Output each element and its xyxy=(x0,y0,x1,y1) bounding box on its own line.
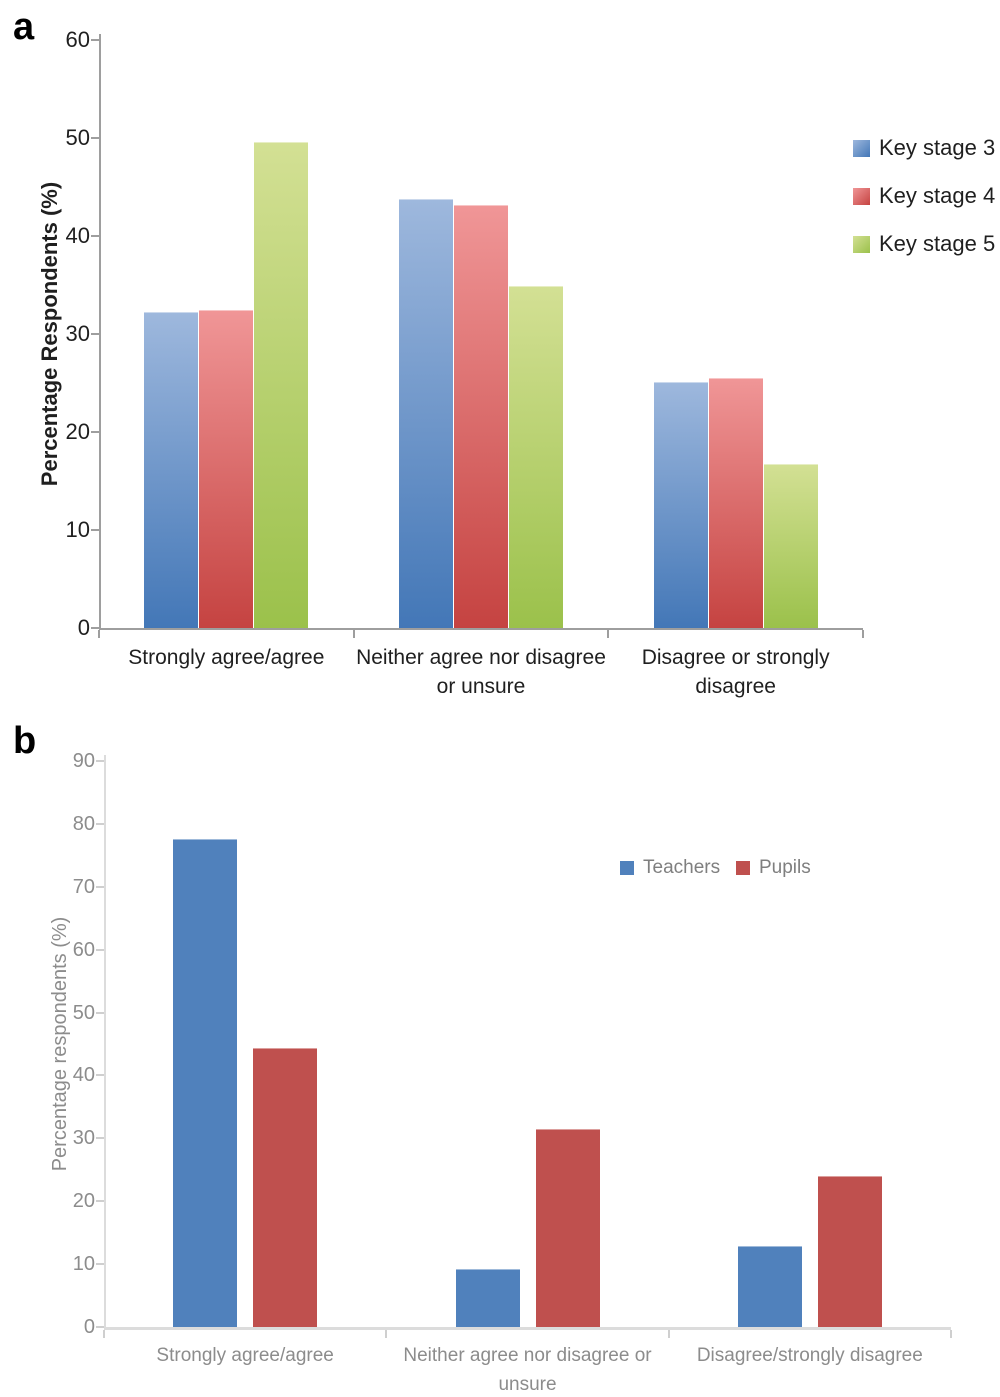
x-axis-line xyxy=(104,1327,951,1330)
y-axis-tick-label: 20 xyxy=(72,1190,95,1213)
legend-item-key-stage-5: Key stage 5 xyxy=(853,220,995,268)
panel-a-label: a xyxy=(13,6,35,48)
bar-key-stage-3-strongly-agree-agree xyxy=(144,312,199,628)
panel-b-label: b xyxy=(13,720,37,762)
legend-swatch-key-stage-4 xyxy=(853,187,870,205)
y-axis-tick-label: 70 xyxy=(72,875,95,898)
x-axis-tick xyxy=(950,1330,952,1338)
y-axis-tick-label: 40 xyxy=(65,223,90,248)
bar-key-stage-4-disagree-or-strongly xyxy=(708,378,763,628)
bar-teachers-disagree-strongly-disagree xyxy=(737,1245,802,1327)
bar-pupils-strongly-agree-agree xyxy=(253,1047,318,1327)
legend-item-key-stage-3: Key stage 3 xyxy=(853,124,995,172)
legend-label-pupils: Pupils xyxy=(759,857,811,878)
y-axis-tick-label: 90 xyxy=(72,750,95,772)
y-axis-tick-label: 60 xyxy=(65,27,90,52)
y-axis-tick xyxy=(96,1137,104,1140)
y-axis-tick-label: 30 xyxy=(72,1127,95,1150)
y-axis-tick-label: 20 xyxy=(65,419,90,444)
bar-teachers-neither-agree-nor-disagree-or xyxy=(455,1268,520,1327)
y-axis-tick-label: 50 xyxy=(65,125,90,150)
y-axis-tick xyxy=(96,822,104,825)
x-axis-tick xyxy=(385,1330,388,1338)
legend-swatch-teachers xyxy=(620,861,634,875)
y-axis-tick xyxy=(96,760,104,762)
legend-label-key-stage-3: Key stage 3 xyxy=(879,135,996,160)
y-axis-tick xyxy=(91,333,99,335)
x-axis-tick xyxy=(352,630,355,638)
legend-item-pupils: Pupils xyxy=(736,855,811,881)
y-axis-line xyxy=(99,34,101,630)
x-axis-tick xyxy=(607,630,610,638)
y-axis-tick-label: 10 xyxy=(72,1253,95,1276)
bar-key-stage-5-disagree-or-strongly xyxy=(763,464,818,628)
y-axis-tick xyxy=(91,431,99,433)
y-axis-tick-label: 50 xyxy=(72,1001,95,1024)
y-axis-tick-label: 30 xyxy=(65,321,90,346)
y-axis-tick-label: 0 xyxy=(77,615,90,640)
y-axis-tick xyxy=(96,1263,104,1266)
x-category-label: Disagree/strongly disagree xyxy=(696,1345,923,1366)
bar-key-stage-4-neither-agree-nor-disagree xyxy=(454,204,508,628)
y-axis-tick-label: 60 xyxy=(72,938,95,961)
legend-item-key-stage-4: Key stage 4 xyxy=(853,172,995,220)
chart-panel-b: b Percentage respondents (%) 0 10 20 30 40 50… xyxy=(0,712,1000,1397)
legend-swatch-key-stage-3 xyxy=(853,139,870,157)
x-axis-tick xyxy=(98,630,100,638)
chart-b-y-axis-title: Percentage respondents (%) xyxy=(49,916,71,1172)
legend-label-teachers: Teachers xyxy=(643,857,721,878)
x-category-label: Neither agree nor disagree or unsure xyxy=(356,646,606,699)
legend-item-teachers: Teachers xyxy=(620,855,720,881)
chart-panel-a: a Percentage Respondents (%) 0 10 20 30 40 50… xyxy=(13,6,995,699)
y-axis-tick xyxy=(91,39,99,41)
x-category-label: Disagree or strongly disagree xyxy=(641,646,830,699)
legend-swatch-key-stage-5 xyxy=(853,235,870,253)
bar-key-stage-4-strongly-agree-agree xyxy=(199,309,254,628)
y-axis-tick xyxy=(91,137,99,139)
x-category-label: Strongly agree/agree xyxy=(156,1345,334,1366)
y-axis-tick xyxy=(96,1326,104,1328)
bar-teachers-strongly-agree-agree xyxy=(173,838,238,1327)
x-axis-tick xyxy=(103,1330,105,1338)
bar-key-stage-3-neither-agree-nor-disagree xyxy=(399,198,453,628)
y-axis-tick xyxy=(91,627,99,629)
x-axis-line xyxy=(99,628,863,630)
y-axis-line xyxy=(104,755,106,1329)
legend-swatch-pupils xyxy=(736,861,750,875)
legend-label-key-stage-4: Key stage 4 xyxy=(879,183,996,208)
y-axis-tick xyxy=(96,1200,104,1203)
x-category-label: Neither agree nor disagree or unsure xyxy=(403,1345,652,1395)
y-axis-tick-label: 0 xyxy=(83,1316,95,1338)
y-axis-tick xyxy=(96,1011,104,1014)
x-category-label: Strongly agree/agree xyxy=(128,646,325,669)
y-axis-tick xyxy=(96,885,104,888)
x-axis-tick xyxy=(667,1330,670,1338)
y-axis-tick xyxy=(91,235,99,237)
y-axis-tick xyxy=(96,1074,104,1077)
x-axis-tick xyxy=(862,630,864,638)
legend-label-key-stage-5: Key stage 5 xyxy=(879,231,996,256)
bar-key-stage-5-strongly-agree-agree xyxy=(254,141,309,628)
bar-key-stage-3-disagree-or-strongly xyxy=(653,382,708,628)
bar-pupils-neither-agree-nor-disagree-or xyxy=(535,1128,600,1327)
y-axis-tick xyxy=(96,948,104,951)
y-axis-tick-label: 40 xyxy=(72,1064,95,1087)
y-axis-tick-label: 80 xyxy=(72,812,95,835)
bar-key-stage-5-neither-agree-nor-disagree xyxy=(509,285,563,628)
bar-pupils-disagree-strongly-disagree xyxy=(817,1176,882,1327)
y-axis-tick-label: 10 xyxy=(65,517,90,542)
y-axis-tick xyxy=(91,529,99,531)
